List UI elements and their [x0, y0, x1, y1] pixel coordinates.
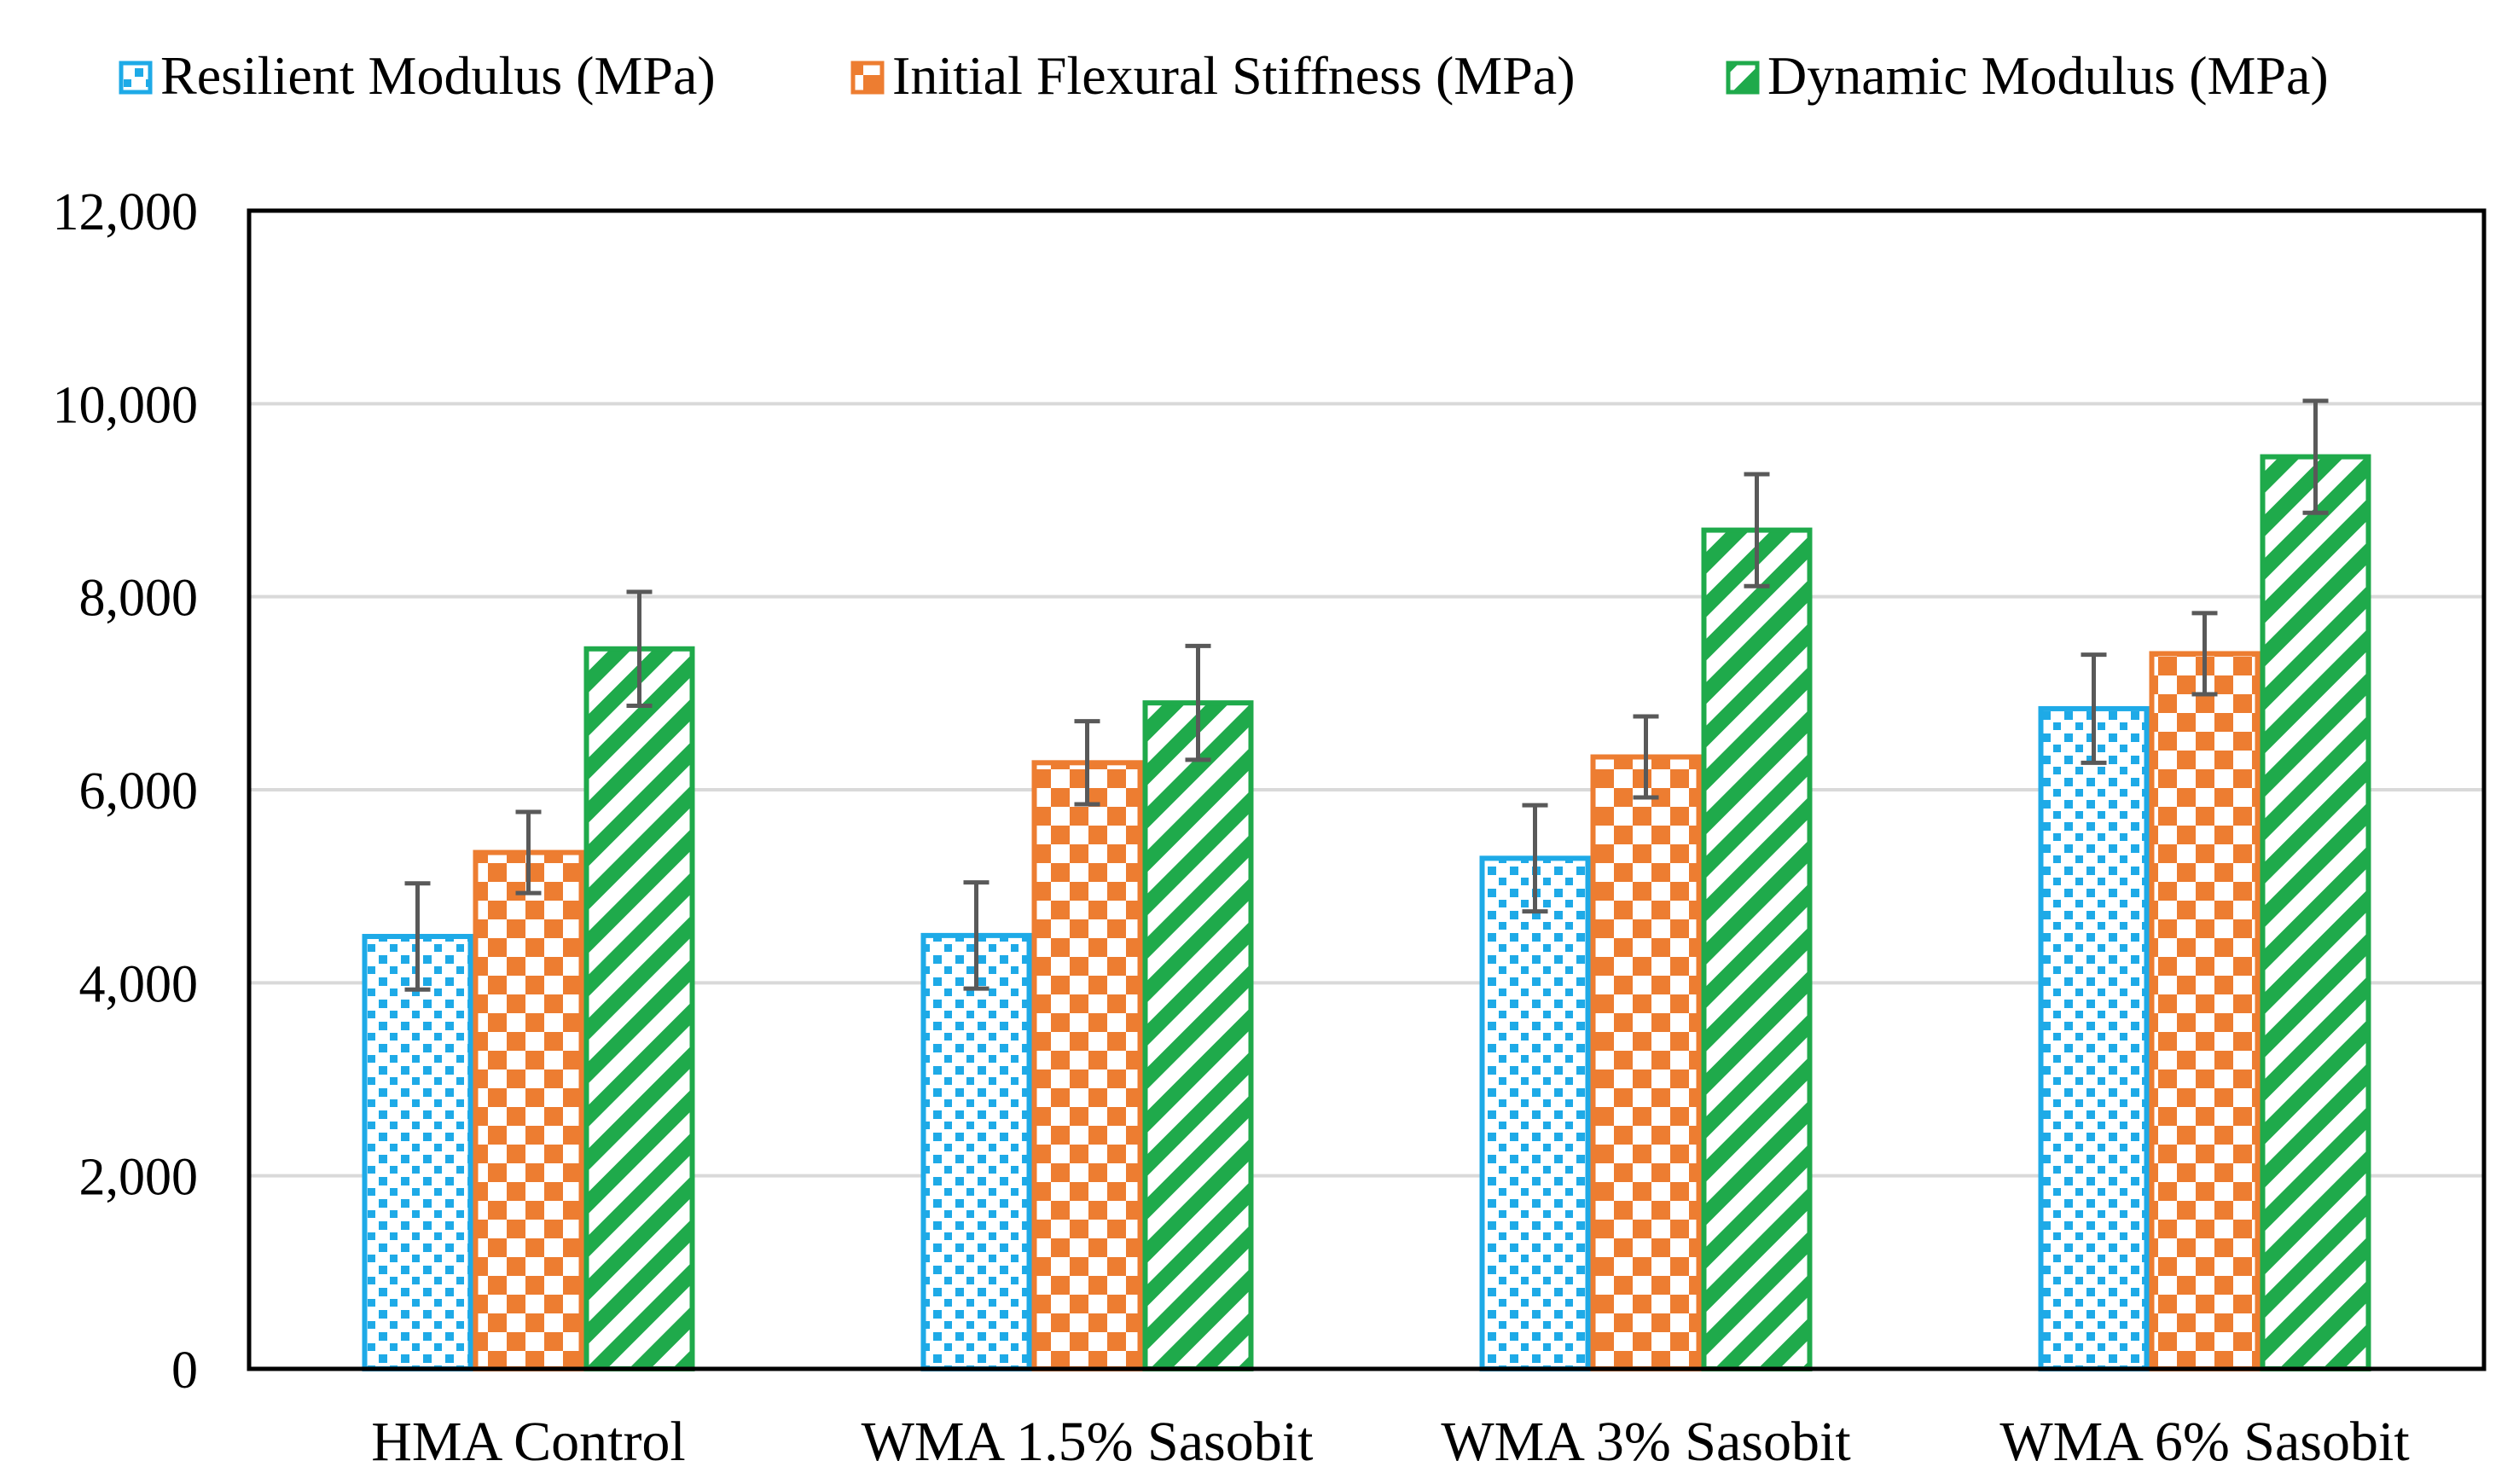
y-tick-label: 6,000: [79, 762, 199, 820]
legend-item-initial-flexural-stiffness-mpa: Initial Flexural Stiffness (MPa): [850, 45, 1576, 106]
bar-initial-flexural-stiffness-mpa-wma-3-sasobit: [1590, 754, 1702, 1371]
bar-resilient-modulus-mpa-hma-control: [362, 934, 473, 1371]
error-bar-initial-flexural-stiffness-mpa-wma-6-sasobit: [2191, 611, 2218, 697]
x-tick-label: WMA 1.5% Sasobit: [862, 1411, 1314, 1473]
error-bar-initial-flexural-stiffness-mpa-wma-1-5-sasobit: [1074, 719, 1100, 807]
x-tick-label: WMA 6% Sasobit: [1999, 1411, 2409, 1473]
error-bar-resilient-modulus-mpa-wma-6-sasobit: [2081, 652, 2107, 765]
legend-swatch: [119, 61, 153, 95]
legend-label: Initial Flexural Stiffness (MPa): [892, 45, 1576, 106]
error-bar-dynamic-modulus-mpa-wma-1-5-sasobit: [1185, 643, 1211, 762]
error-bar-initial-flexural-stiffness-mpa-hma-control: [515, 809, 542, 896]
bar-resilient-modulus-mpa-wma-6-sasobit: [2038, 705, 2150, 1371]
bar-initial-flexural-stiffness-mpa-hma-control: [473, 849, 584, 1371]
bar-initial-flexural-stiffness-mpa-wma-1-5-sasobit: [1031, 760, 1143, 1371]
legend-label: Dynamic Modulus (MPa): [1767, 45, 2329, 106]
y-tick-label: 4,000: [79, 955, 199, 1013]
y-tick-label: 10,000: [53, 376, 199, 434]
legend: Resilient Modulus (MPa) Initial Flexural …: [119, 45, 2329, 106]
bar-dynamic-modulus-mpa-hma-control: [583, 646, 695, 1371]
legend-item-resilient-modulus-mpa: Resilient Modulus (MPa): [119, 45, 716, 106]
y-tick-label: 12,000: [53, 183, 199, 241]
error-bar-resilient-modulus-mpa-hma-control: [404, 881, 431, 992]
bars: [362, 454, 2371, 1372]
y-tick-label: 8,000: [79, 570, 199, 628]
legend-swatch: [850, 61, 885, 95]
bar-dynamic-modulus-mpa-wma-3-sasobit: [1701, 527, 1813, 1371]
legend-item-dynamic-modulus-mpa: Dynamic Modulus (MPa): [1726, 45, 2329, 106]
legend-label: Resilient Modulus (MPa): [160, 45, 716, 106]
error-bars: [404, 398, 2329, 992]
bar-resilient-modulus-mpa-wma-3-sasobit: [1479, 855, 1591, 1371]
bar-initial-flexural-stiffness-mpa-wma-6-sasobit: [2149, 651, 2261, 1371]
error-bar-resilient-modulus-mpa-wma-1-5-sasobit: [963, 880, 990, 991]
bar-dynamic-modulus-mpa-wma-6-sasobit: [2260, 454, 2371, 1372]
legend-swatch: [1726, 61, 1760, 95]
error-bar-dynamic-modulus-mpa-wma-3-sasobit: [1744, 472, 1770, 588]
y-axis-tick-labels: 0 2,000 4,000 6,000 8,000 10,000 12,000: [53, 183, 199, 1400]
y-tick-label: 0: [171, 1342, 198, 1400]
error-bar-dynamic-modulus-mpa-wma-6-sasobit: [2302, 398, 2329, 515]
bar-resilient-modulus-mpa-wma-1-5-sasobit: [920, 932, 1032, 1372]
x-tick-label: HMA Control: [371, 1411, 686, 1473]
x-tick-label: WMA 3% Sasobit: [1441, 1411, 1850, 1473]
plot-area-frame: [247, 208, 2487, 1371]
error-bar-dynamic-modulus-mpa-hma-control: [626, 589, 653, 709]
bar-dynamic-modulus-mpa-wma-1-5-sasobit: [1142, 700, 1254, 1371]
y-tick-label: 2,000: [79, 1149, 199, 1207]
error-bar-initial-flexural-stiffness-mpa-wma-3-sasobit: [1633, 714, 1659, 800]
x-axis-tick-labels: HMA Control WMA 1.5% Sasobit WMA 3% Sasobi…: [371, 1411, 2409, 1473]
error-bar-resilient-modulus-mpa-wma-3-sasobit: [1522, 803, 1548, 914]
